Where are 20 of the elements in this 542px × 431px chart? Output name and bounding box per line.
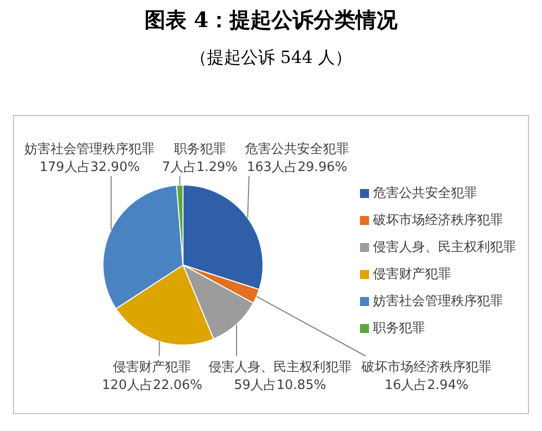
- legend-label: 职务犯罪: [373, 321, 425, 336]
- data-label: 59人占10.85%: [234, 378, 326, 393]
- data-label: 120人占22.06%: [102, 378, 202, 393]
- data-label: 179人占32.90%: [39, 160, 140, 175]
- slice-label: 职务犯罪: [174, 142, 226, 157]
- slice-label: 侵害财产犯罪: [113, 359, 192, 375]
- slice-label: 侵害人身、民主权利犯罪: [208, 359, 352, 375]
- chart-subtitle: （提起公诉 544 人）: [188, 47, 354, 69]
- slice-label: 危害公共安全犯罪: [245, 141, 350, 157]
- chart-title: 图表 4：提起公诉分类情况: [144, 6, 398, 34]
- legend-label: 破坏市场经济秩序犯罪: [373, 213, 503, 228]
- data-label: 163人占29.96%: [246, 160, 348, 175]
- legend-label: 侵害财产犯罪: [373, 267, 451, 282]
- legend-label: 危害公共安全犯罪: [373, 186, 477, 201]
- data-label: 7人占1.29%: [162, 160, 238, 175]
- slice-label: 破坏市场经济秩序犯罪: [360, 359, 492, 375]
- legend-label: 妨害社会管理秩序犯罪: [373, 294, 503, 309]
- data-label: 16人占2.94%: [384, 378, 468, 393]
- slice-label: 妨害社会管理秩序犯罪: [24, 141, 155, 157]
- legend-label: 侵害人身、民主权利犯罪: [373, 240, 516, 255]
